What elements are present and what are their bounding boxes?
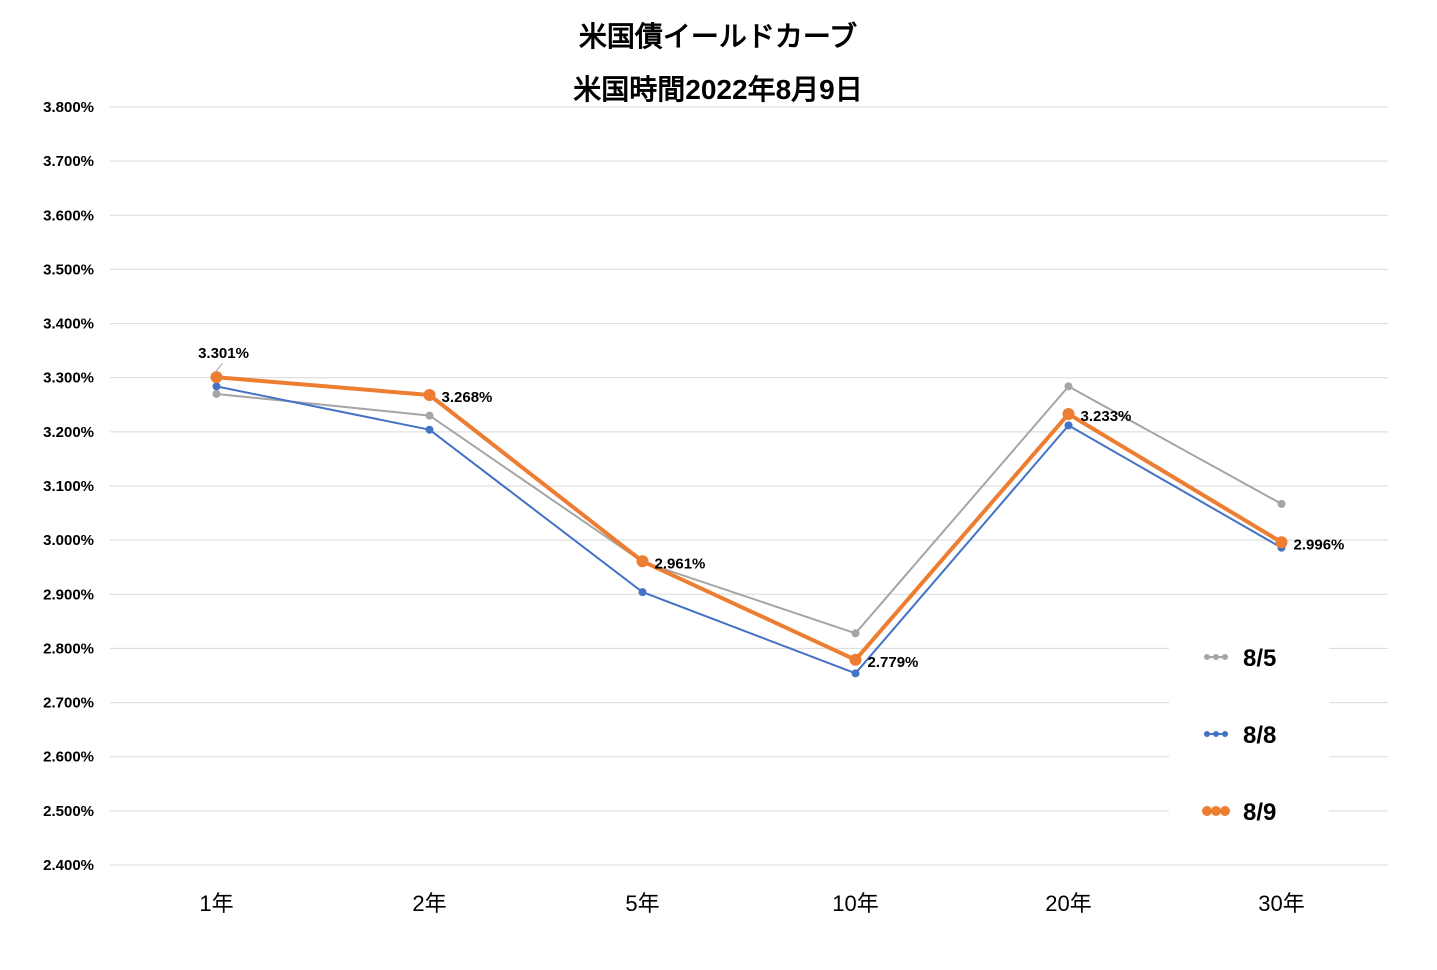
y-tick-label: 2.800% [43, 640, 94, 657]
x-axis-ticks: 1年 2年 5年 10年 20年 30年 [199, 891, 1304, 916]
legend-label: 8/9 [1243, 799, 1276, 826]
data-point [210, 371, 223, 384]
legend-item: 8/8 [1204, 722, 1276, 749]
y-tick-label: 3.000% [43, 532, 94, 549]
data-label: 2.996% [1294, 536, 1345, 553]
y-tick-label: 3.400% [43, 316, 94, 333]
legend-item: 8/5 [1204, 645, 1276, 672]
x-tick-label: 20年 [1045, 891, 1091, 916]
legend-marker [1213, 654, 1219, 660]
data-point [636, 555, 649, 568]
y-tick-label: 3.700% [43, 153, 94, 170]
data-point [1064, 382, 1073, 391]
y-tick-label: 2.400% [43, 857, 94, 874]
legend-marker [1222, 731, 1228, 737]
data-point [425, 425, 434, 434]
y-tick-label: 3.600% [43, 207, 94, 224]
series-line [216, 375, 1283, 662]
y-tick-label: 2.600% [43, 749, 94, 766]
data-point [851, 629, 860, 638]
y-tick-label: 2.500% [43, 803, 94, 820]
data-point [423, 389, 436, 402]
legend-box [1169, 622, 1329, 844]
data-label: 3.268% [442, 389, 493, 406]
data-point [425, 411, 434, 420]
legend-marker [1211, 806, 1221, 816]
legend-marker [1220, 806, 1230, 816]
legend-label: 8/8 [1243, 722, 1276, 749]
x-tick-label: 10年 [832, 891, 878, 916]
x-tick-label: 30年 [1258, 891, 1304, 916]
data-point [1062, 407, 1075, 420]
data-point [1064, 421, 1073, 430]
data-label: 3.233% [1081, 408, 1132, 425]
y-tick-label: 3.200% [43, 424, 94, 441]
legend-label: 8/5 [1243, 645, 1276, 672]
y-tick-label: 3.800% [43, 99, 94, 116]
data-point [212, 382, 221, 391]
legend: 8/5 8/8 8/9 [1169, 622, 1329, 844]
legend-marker [1213, 731, 1219, 737]
y-tick-label: 3.100% [43, 478, 94, 495]
legend-marker [1204, 731, 1210, 737]
y-tick-label: 2.900% [43, 586, 94, 603]
series-lines [210, 371, 1288, 678]
legend-marker [1222, 654, 1228, 660]
data-labels: 3.301% 3.268% 2.961% 2.779% 3.233% 2.996% [198, 345, 1344, 671]
series-2 [212, 382, 1286, 678]
data-label: 2.961% [655, 555, 706, 572]
series-1 [212, 382, 1286, 638]
data-point [1277, 499, 1286, 508]
series-line [216, 385, 1282, 675]
x-tick-label: 1年 [199, 891, 233, 916]
data-point [849, 653, 862, 666]
y-tick-label: 3.500% [43, 261, 94, 278]
y-tick-label: 3.300% [43, 370, 94, 387]
series-3 [210, 371, 1288, 666]
chart-title: 米国債イールドカーブ [579, 20, 857, 52]
legend-marker [1202, 806, 1212, 816]
legend-item: 8/9 [1202, 799, 1276, 826]
x-tick-label: 5年 [625, 891, 659, 916]
data-label: 2.779% [868, 654, 919, 671]
x-tick-label: 2年 [412, 891, 446, 916]
data-point [1275, 536, 1288, 549]
data-point [212, 389, 221, 398]
y-axis-ticks: 3.800% 3.700% 3.600% 3.500% 3.400% 3.300% 3.20… [43, 99, 94, 874]
series-line [216, 385, 1282, 635]
chart-subtitle: 米国時間2022年8月9日 [573, 73, 862, 105]
data-label-leader [214, 362, 223, 374]
data-point [851, 669, 860, 678]
legend-marker [1204, 654, 1210, 660]
data-point [638, 588, 647, 597]
data-label: 3.301% [198, 345, 249, 362]
y-tick-label: 2.700% [43, 695, 94, 712]
